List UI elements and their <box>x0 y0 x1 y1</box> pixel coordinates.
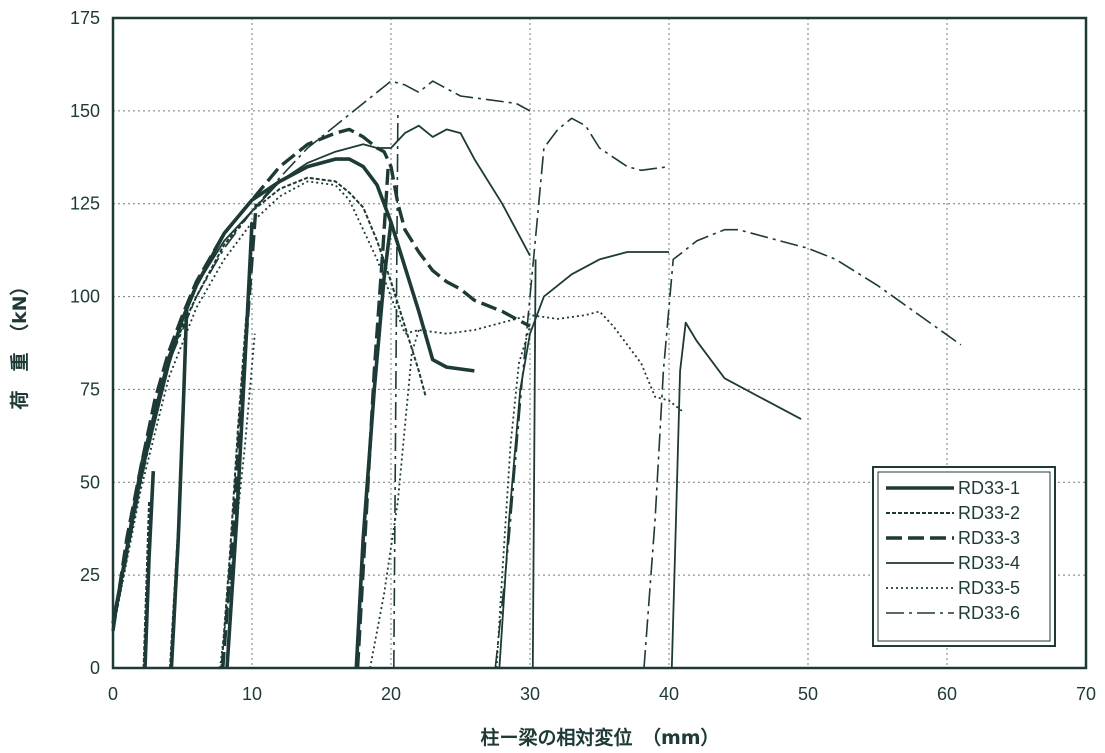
series-line-RD33-2 <box>169 363 187 669</box>
series-layer <box>111 80 962 669</box>
legend: RD33-1 RD33-2 RD33-3 RD33-4 RD33-5 RD33-6 <box>872 466 1056 647</box>
legend-label-RD33-6: RD33-6 <box>958 603 1020 623</box>
x-tick-label: 70 <box>1076 684 1096 704</box>
series-RD33-1 <box>111 157 475 669</box>
series-line-RD33-3 <box>355 166 390 669</box>
series-line-RD33-5 <box>219 333 256 669</box>
series-RD33-6 <box>112 80 962 669</box>
legend-label-RD33-2: RD33-2 <box>958 503 1020 523</box>
legend-label-RD33-5: RD33-5 <box>958 578 1020 598</box>
series-line-RD33-4 <box>670 321 802 669</box>
legend-frame-inner <box>877 471 1051 642</box>
y-tick-label: 25 <box>80 565 100 585</box>
series-line-RD33-2 <box>112 176 427 632</box>
legend-label-RD33-1: RD33-1 <box>958 478 1020 498</box>
series-line-RD33-5 <box>112 180 684 632</box>
series-RD33-3 <box>111 127 531 669</box>
series-line-RD33-6 <box>494 117 670 669</box>
y-tick-label: 100 <box>70 287 100 307</box>
series-line-RD33-4 <box>112 124 531 624</box>
legend-label-RD33-4: RD33-4 <box>958 553 1020 573</box>
x-tick-label: 40 <box>659 684 679 704</box>
series-line-RD33-6 <box>112 80 531 632</box>
series-line-RD33-4 <box>531 259 537 669</box>
legend-label-RD33-3: RD33-3 <box>958 528 1020 548</box>
plot-area-frame <box>111 16 1088 670</box>
y-tick-label: 75 <box>80 379 100 399</box>
y-tick-label: 50 <box>80 472 100 492</box>
y-tick-label: 150 <box>70 101 100 121</box>
x-tick-label: 50 <box>798 684 818 704</box>
x-axis-title: 柱ー梁の相対変位 （mm） <box>480 726 719 749</box>
y-axis-tick-labels: 0 25 50 75 100 125 150 175 <box>70 8 100 678</box>
series-RD33-5 <box>112 180 684 669</box>
series-line-RD33-3 <box>221 203 258 669</box>
series-line-RD33-1 <box>111 157 475 624</box>
x-tick-label: 30 <box>520 684 540 704</box>
x-tick-label: 20 <box>381 684 401 704</box>
series-RD33-4 <box>112 124 802 669</box>
x-tick-label: 0 <box>108 684 118 704</box>
y-axis-title: 荷 重 （kN） <box>8 276 31 409</box>
series-line-RD33-2 <box>142 500 151 669</box>
y-tick-label: 0 <box>90 658 100 678</box>
series-line-RD33-5 <box>369 329 420 669</box>
x-axis-tick-labels: 0 10 20 30 40 50 60 70 <box>108 684 1096 704</box>
series-line-RD33-3 <box>111 127 531 632</box>
series-RD33-2 <box>112 176 427 669</box>
series-line-RD33-1 <box>143 471 156 669</box>
y-tick-label: 125 <box>70 194 100 214</box>
x-tick-label: 60 <box>937 684 957 704</box>
x-tick-label: 10 <box>242 684 262 704</box>
series-line-RD33-6 <box>643 228 962 669</box>
legend-frame-outer <box>872 466 1056 647</box>
y-tick-label: 175 <box>70 8 100 28</box>
series-line-RD33-4 <box>498 251 669 669</box>
